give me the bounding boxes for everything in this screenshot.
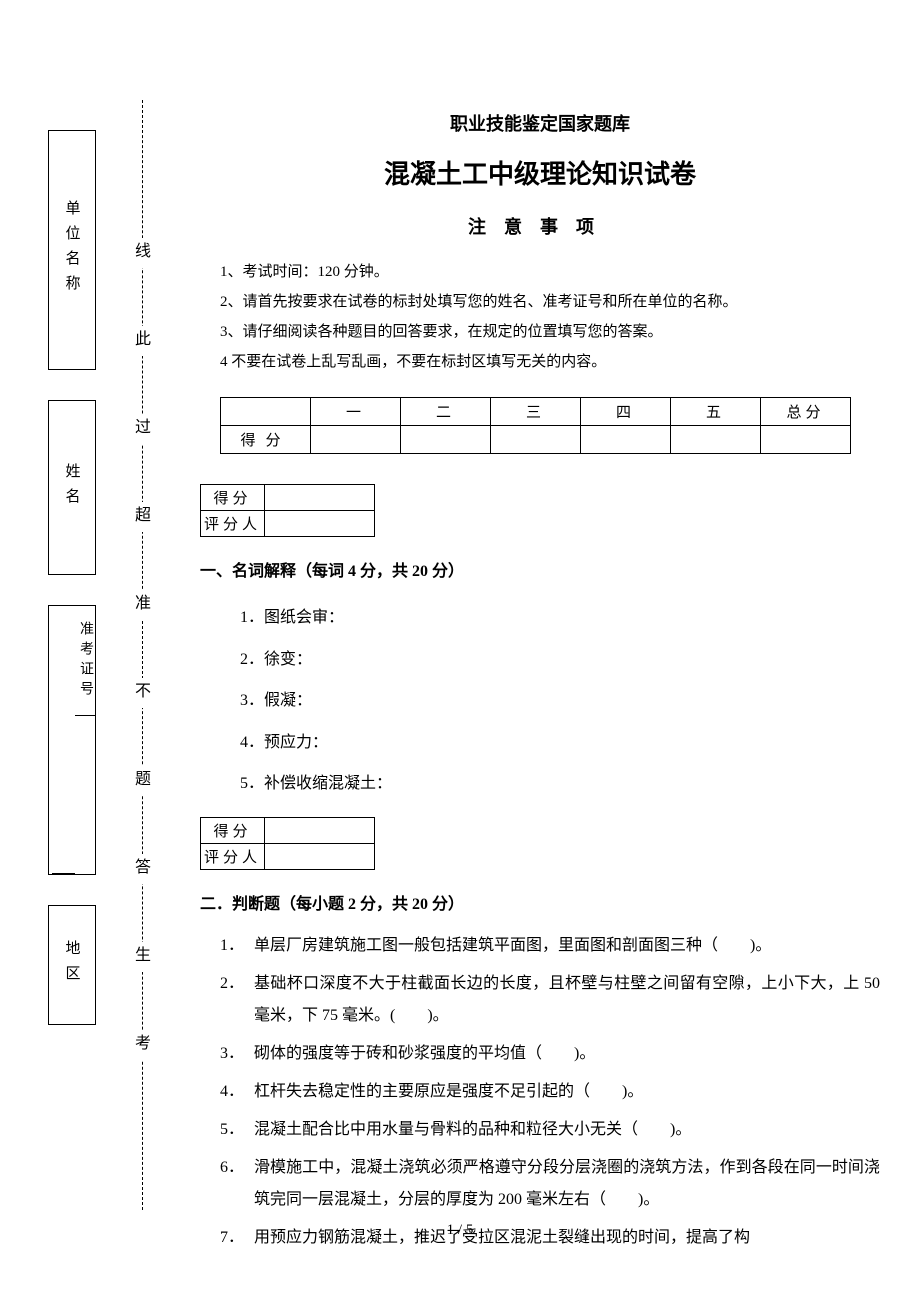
region-box[interactable]: 地区	[48, 905, 96, 1025]
question-item: 5．混凝土配合比中用水量与骨料的品种和粒径大小无关（ )。	[220, 1114, 880, 1146]
score-header-blank	[221, 398, 311, 426]
question-item: 1．单层厂房建筑施工图一般包括建筑平面图，里面图和剖面图三种（ )。	[220, 930, 880, 962]
score-cell[interactable]	[401, 426, 491, 454]
score-header-cell: 三	[491, 398, 581, 426]
score-row-label: 得分	[221, 426, 311, 454]
section2-title: 二．判断题（每小题 2 分，共 20 分）	[200, 890, 880, 914]
question-item: 6．滑模施工中，混凝土浇筑必须严格遵守分段分层浇圈的浇筑方法，作到各段在同一时间…	[220, 1152, 880, 1216]
dash-marker: 不	[128, 678, 152, 708]
score-cell[interactable]	[581, 426, 671, 454]
question-item: 4．杠杆失去稳定性的主要原应是强度不足引起的（ )。	[220, 1076, 880, 1108]
dash-marker: 超	[128, 502, 152, 532]
instruction-line: 1、考试时间：120 分钟。	[220, 257, 880, 287]
dash-marker: 过	[128, 414, 152, 444]
page-number: 1 / 5	[0, 1222, 920, 1239]
small-score-label: 评分人	[201, 511, 265, 537]
exam-id-label: 准考证号	[75, 606, 95, 716]
instructions-block: 1、考试时间：120 分钟。 2、请首先按要求在试卷的标封处填写您的姓名、准考证…	[220, 257, 880, 377]
dash-marker: 考	[128, 1030, 152, 1060]
score-header-cell: 四	[581, 398, 671, 426]
instruction-line: 3、请仔细阅读各种题目的回答要求，在规定的位置填写您的答案。	[220, 317, 880, 347]
small-score-label: 得分	[201, 817, 265, 843]
sidebar-info-panel: 单位名称 姓名 准考证号 地区	[48, 130, 118, 1190]
question-item: 2．徐变：	[240, 639, 880, 681]
small-score-cell[interactable]	[265, 511, 375, 537]
dash-marker: 线	[128, 238, 152, 268]
question-item: 2．基础杯口深度不大于柱截面长边的长度，且杯壁与柱壁之间留有空隙，上小下大，上 …	[220, 968, 880, 1032]
small-score-label: 得分	[201, 485, 265, 511]
exam-id-box[interactable]: 准考证号	[48, 605, 96, 875]
score-header-cell: 二	[401, 398, 491, 426]
question-item: 5．补偿收缩混凝土：	[240, 763, 880, 805]
question-item: 4．预应力：	[240, 722, 880, 764]
question-item: 1．图纸会审：	[240, 597, 880, 639]
small-score-cell[interactable]	[265, 485, 375, 511]
main-content: 职业技能鉴定国家题库 混凝土工中级理论知识试卷 注意事项 1、考试时间：120 …	[200, 110, 880, 1260]
exam-id-cells[interactable]	[49, 606, 75, 874]
dash-marker: 此	[128, 326, 152, 356]
small-score-cell[interactable]	[265, 843, 375, 869]
score-header-cell: 一	[311, 398, 401, 426]
instruction-line: 2、请首先按要求在试卷的标封处填写您的姓名、准考证号和所在单位的名称。	[220, 287, 880, 317]
doc-subtitle: 注意事项	[200, 213, 880, 239]
dash-marker: 题	[128, 766, 152, 796]
small-score-label: 评分人	[201, 843, 265, 869]
section1-score-table: 得分 评分人	[200, 484, 375, 537]
section1-title: 一、名词解释（每词 4 分，共 20 分）	[200, 557, 880, 581]
section2-questions: 1．单层厂房建筑施工图一般包括建筑平面图，里面图和剖面图三种（ )。 2．基础杯…	[220, 930, 880, 1254]
main-score-table: 一 二 三 四 五 总分 得分	[220, 397, 851, 454]
score-cell[interactable]	[671, 426, 761, 454]
question-item: 3．假凝：	[240, 680, 880, 722]
section1-questions: 1．图纸会审： 2．徐变： 3．假凝： 4．预应力： 5．补偿收缩混凝土：	[240, 597, 880, 805]
dash-marker: 生	[128, 942, 152, 972]
doc-supertitle: 职业技能鉴定国家题库	[200, 110, 880, 136]
score-cell[interactable]	[761, 426, 851, 454]
score-header-cell: 五	[671, 398, 761, 426]
doc-title: 混凝土工中级理论知识试卷	[200, 154, 880, 191]
name-box[interactable]: 姓名	[48, 400, 96, 575]
unit-name-box[interactable]: 单位名称	[48, 130, 96, 370]
section2-score-table: 得分 评分人	[200, 817, 375, 870]
score-cell[interactable]	[311, 426, 401, 454]
small-score-cell[interactable]	[265, 817, 375, 843]
question-item: 3．砌体的强度等于砖和砂浆强度的平均值（ )。	[220, 1038, 880, 1070]
dash-marker: 答	[128, 854, 152, 884]
score-header-cell: 总分	[761, 398, 851, 426]
instruction-line: 4 不要在试卷上乱写乱画，不要在标封区填写无关的内容。	[220, 347, 880, 377]
dash-marker: 准	[128, 590, 152, 620]
score-cell[interactable]	[491, 426, 581, 454]
